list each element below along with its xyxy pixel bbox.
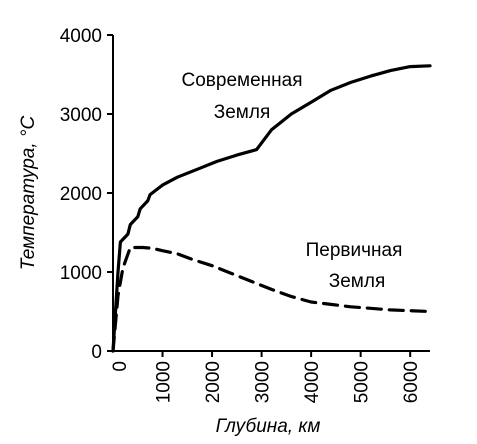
x-tick-label: 1000	[154, 361, 175, 403]
series-line-modern	[111, 64, 432, 353]
x-tick-label: 5000	[352, 361, 373, 403]
x-axis-title: Глубина, км	[216, 416, 321, 437]
ticks	[107, 34, 412, 357]
y-tick-label: 0	[91, 342, 102, 363]
series-line-primordial	[111, 245, 432, 353]
x-tick-label: 4000	[302, 361, 323, 403]
x-tick-label: 2000	[203, 361, 224, 403]
y-tick-label: 3000	[60, 105, 102, 126]
y-tick-label: 2000	[60, 184, 102, 205]
annotation-modern-line-1: Современная	[182, 70, 303, 91]
x-tick-label-zero: 0	[110, 361, 131, 372]
y-tick-label: 4000	[60, 26, 102, 47]
annotation-primordial-line-1: Первичная	[306, 240, 403, 261]
y-axis-title: Температура, °C	[18, 116, 39, 271]
tick-labels: 0 1000 2000 3000 4000 1000 2000 3000 4000 5000 600…	[60, 26, 422, 403]
x-tick-label: 6000	[401, 361, 422, 403]
y-tick-label: 1000	[60, 263, 102, 284]
annotation-modern-line-2: Земля	[214, 102, 270, 123]
annotation-primordial-line-2: Земля	[329, 271, 385, 292]
x-tick-label: 3000	[253, 361, 274, 403]
series-layer	[111, 64, 432, 353]
